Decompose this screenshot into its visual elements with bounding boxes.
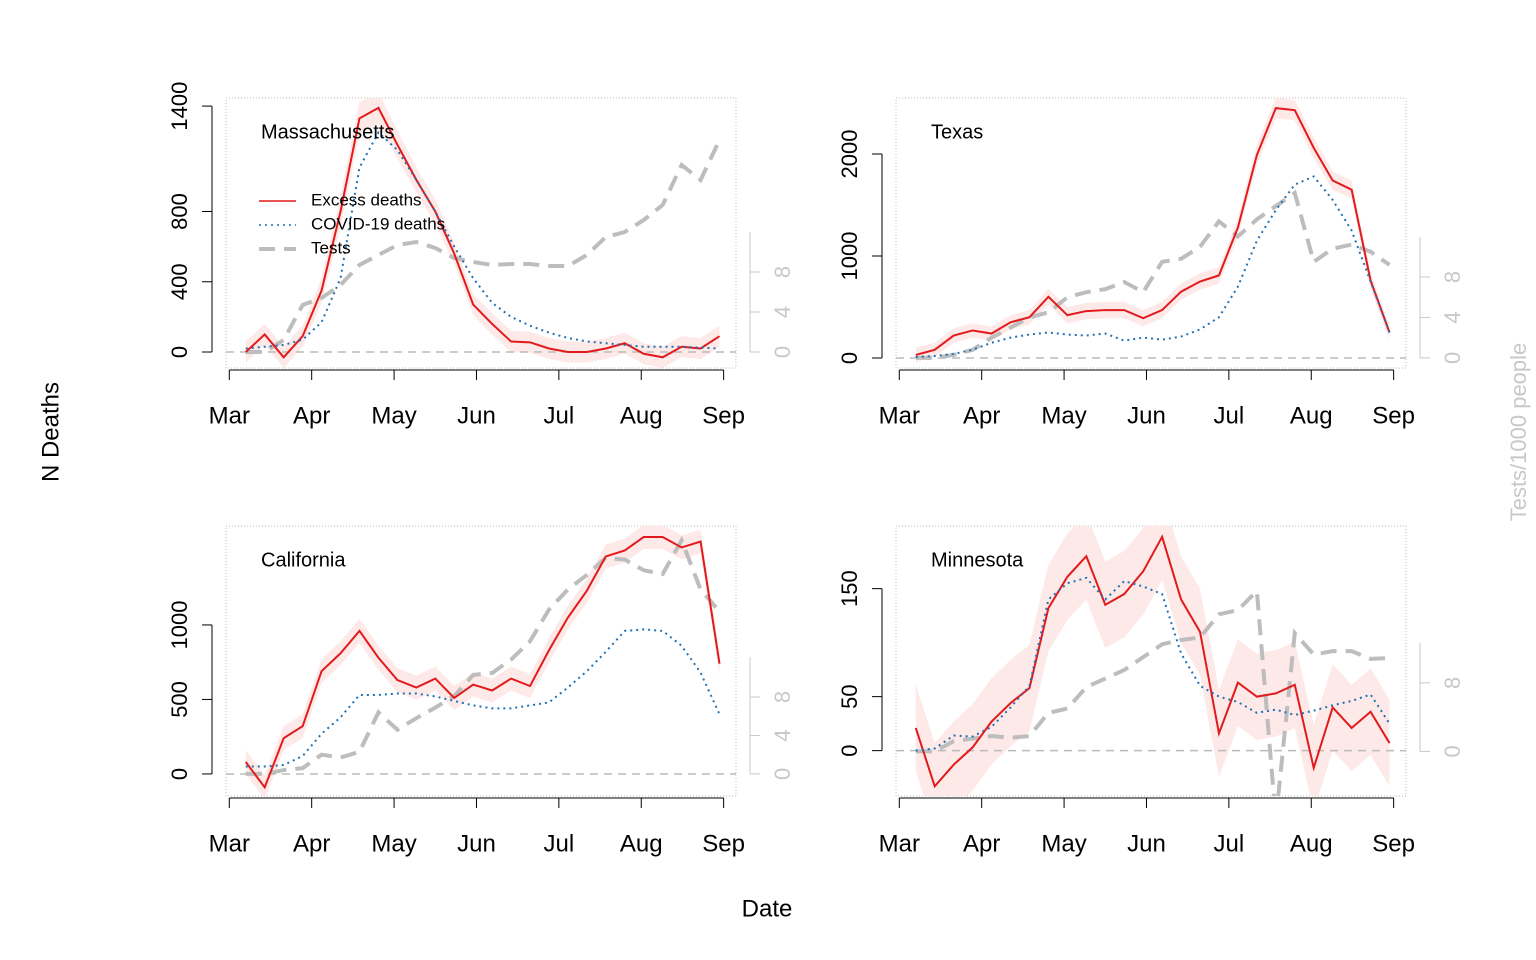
x-tick-label: May — [371, 402, 416, 429]
x-tick-label: Jul — [544, 830, 575, 857]
y2-tick-label: 0 — [1440, 352, 1465, 364]
y-tick-label: 500 — [167, 681, 192, 718]
y-tick-label: 0 — [837, 745, 862, 757]
y2-tick-label: 4 — [1440, 311, 1465, 323]
confidence-band — [915, 526, 1390, 796]
y2-tick-label: 8 — [1440, 271, 1465, 283]
x-tick-label: Aug — [1290, 402, 1333, 429]
y-tick-label: 800 — [167, 193, 192, 230]
x-tick-label: Aug — [1290, 830, 1333, 857]
series-line — [244, 536, 721, 790]
series-line — [915, 175, 1391, 358]
y-tick-label: 0 — [167, 346, 192, 358]
y-tick-label: 150 — [837, 570, 862, 607]
plot-box — [895, 97, 1407, 369]
panel: 0 400 800 1400 0 4 8 Mar Apr May Jun Jul Aug Sep Massa… — [167, 82, 795, 430]
y-tick-label: 0 — [167, 768, 192, 780]
y2-tick-label: 0 — [770, 768, 795, 780]
plot-area — [226, 98, 736, 368]
x-tick-label: Mar — [209, 402, 250, 429]
y-tick-label: 1400 — [167, 82, 192, 131]
confidence-band — [245, 526, 720, 796]
series-line — [915, 586, 1390, 796]
x-tick-label: Aug — [620, 402, 663, 429]
series-line — [245, 106, 721, 359]
series-line — [914, 534, 1391, 789]
x-tick-label: Jul — [1214, 830, 1245, 857]
y-tick-label: 1000 — [837, 232, 862, 281]
series-line — [245, 130, 720, 350]
x-tick-label: May — [1041, 830, 1086, 857]
x-tick-label: Mar — [879, 830, 920, 857]
panel-title: Minnesota — [931, 549, 1024, 571]
y2-tick-label: 4 — [770, 306, 795, 318]
y2-tick-label: 0 — [1440, 745, 1465, 757]
x-tick-label: Sep — [702, 402, 745, 429]
confidence-band — [915, 98, 1390, 363]
y2-tick-label: 4 — [770, 729, 795, 741]
x-tick-label: Jul — [1214, 402, 1245, 429]
panel: 0 500 1000 0 4 8 Mar Apr May Jun Jul Aug Sep Californ… — [167, 525, 795, 857]
x-tick-label: Sep — [1372, 402, 1415, 429]
series-line — [915, 107, 1391, 356]
y-tick-label: 2000 — [837, 130, 862, 179]
y-tick-label: 50 — [837, 684, 862, 708]
plot-area — [896, 526, 1406, 796]
y-tick-label: 400 — [167, 263, 192, 300]
panel-title: California — [261, 549, 346, 571]
series-line — [245, 139, 722, 354]
x-tick-label: Jun — [1127, 402, 1166, 429]
y2-tick-label: 8 — [770, 266, 795, 278]
x-tick-label: Apr — [293, 830, 330, 857]
legend-label: COVID-19 deaths — [311, 214, 445, 233]
x-tick-label: Jun — [1127, 830, 1166, 857]
series-line — [245, 535, 722, 776]
panel-title: Texas — [931, 121, 983, 143]
x-tick-label: Apr — [963, 402, 1000, 429]
panel-title: Massachusetts — [261, 121, 394, 143]
series-line — [915, 189, 1391, 360]
x-tick-label: Apr — [963, 830, 1000, 857]
y-axis-title: N Deaths — [37, 382, 64, 482]
plot-box — [225, 97, 737, 369]
legend-label: Excess deaths — [311, 190, 422, 209]
x-tick-label: Sep — [1372, 830, 1415, 857]
panel: 0 50 150 0 8 Mar Apr May Jun Jul Aug Sep Minnesota — [837, 525, 1465, 857]
plot-area — [226, 526, 736, 796]
legend-label: Tests — [311, 238, 351, 257]
x-tick-label: Aug — [620, 830, 663, 857]
x-tick-label: Jun — [457, 830, 496, 857]
x-axis-title: Date — [742, 895, 793, 922]
y2-axis-title: Tests/1000 people — [1506, 343, 1531, 522]
y2-tick-label: 0 — [770, 346, 795, 358]
y2-tick-label: 8 — [1440, 677, 1465, 689]
x-tick-label: May — [1041, 402, 1086, 429]
x-tick-label: Mar — [879, 402, 920, 429]
x-tick-label: Apr — [293, 402, 330, 429]
x-tick-label: Jul — [544, 402, 575, 429]
plot-box — [225, 525, 737, 797]
y-tick-label: 1000 — [167, 600, 192, 649]
y2-tick-label: 8 — [770, 691, 795, 703]
y-tick-label: 0 — [837, 352, 862, 364]
x-tick-label: Jun — [457, 402, 496, 429]
plot-area — [896, 98, 1406, 363]
panel: 0 1000 2000 0 4 8 Mar Apr May Jun Jul Aug Sep Texas — [837, 97, 1465, 429]
x-tick-label: Sep — [702, 830, 745, 857]
x-tick-label: May — [371, 830, 416, 857]
x-tick-label: Mar — [209, 830, 250, 857]
